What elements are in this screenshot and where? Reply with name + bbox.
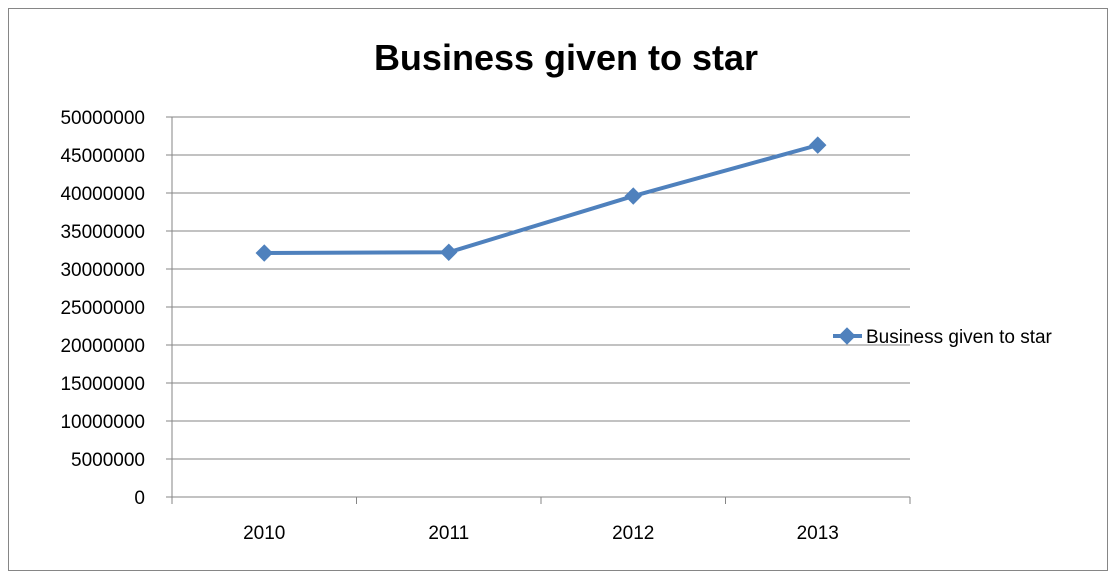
y-axis-ticks: 0 5000000 10000000 15000000 20000000 25000000… — [60, 108, 172, 509]
x-tick-label: 2011 — [428, 523, 469, 544]
x-tick-label: 2012 — [612, 523, 654, 544]
data-point — [624, 187, 642, 205]
x-tick-label: 2010 — [243, 523, 285, 544]
y-tick-label: 10000000 — [60, 412, 145, 433]
y-tick-label: 30000000 — [60, 260, 145, 281]
legend: Business given to star — [833, 327, 1053, 348]
legend-label: Business given to star — [866, 327, 1053, 348]
y-tick-label: 5000000 — [71, 450, 145, 471]
axes — [171, 117, 910, 503]
data-point — [809, 136, 827, 154]
data-point — [255, 244, 273, 262]
y-tick-label: 0 — [134, 488, 145, 509]
series-layer — [255, 136, 827, 262]
y-tick-label: 15000000 — [60, 374, 145, 395]
chart-area — [8, 8, 1108, 571]
gridlines — [172, 116, 910, 460]
x-tick-label: 2013 — [797, 523, 839, 544]
series-line — [264, 143, 819, 256]
y-tick-label: 50000000 — [60, 108, 145, 129]
y-tick-label: 40000000 — [60, 184, 145, 205]
y-tick-label: 35000000 — [60, 222, 145, 243]
chart-title: Business given to star — [374, 37, 758, 78]
x-axis-ticks: 2010 2011 2012 2013 — [171, 497, 911, 544]
legend-marker — [838, 327, 856, 345]
y-tick-label: 20000000 — [60, 336, 145, 357]
y-tick-label: 45000000 — [60, 146, 145, 167]
y-tick-label: 25000000 — [60, 298, 145, 319]
data-point — [440, 243, 458, 261]
